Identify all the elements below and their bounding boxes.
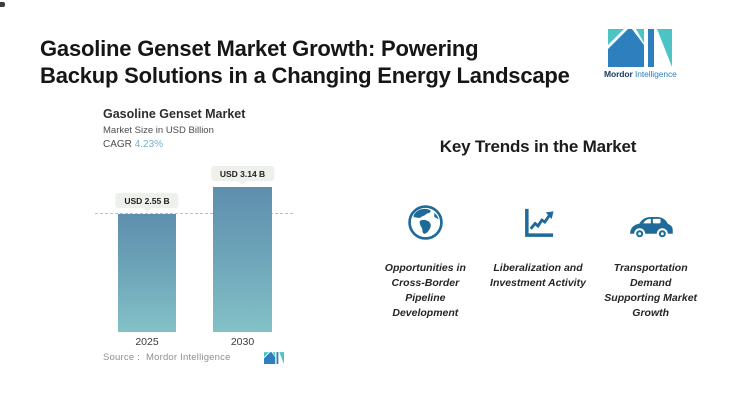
source-value: Mordor Intelligence bbox=[145, 352, 231, 363]
mordor-intelligence-logo: Mordor Intelligence bbox=[604, 29, 677, 79]
trend-item-liberalization-investment: Liberalization and Investment Activity bbox=[482, 203, 595, 321]
chart-cagr: CAGR 4.23% bbox=[103, 138, 245, 151]
brand-name-light: Intelligence bbox=[634, 69, 677, 79]
chart-source: Source : Mordor Intelligence bbox=[103, 352, 231, 363]
page-title: Gasoline Genset Market Growth: Powering … bbox=[40, 35, 640, 89]
page-title-line2: Backup Solutions in a Changing Energy La… bbox=[40, 62, 570, 88]
mordor-logo-wordmark: Mordor Intelligence bbox=[604, 69, 677, 79]
trends-row: Opportunities in Cross-Border Pipeline D… bbox=[369, 203, 707, 321]
bar-chart-plot: USD 2.55 B USD 3.14 B bbox=[95, 164, 295, 332]
trend-label: Liberalization and Investment Activity bbox=[490, 262, 586, 289]
bar-value-chip: USD 3.14 B bbox=[210, 166, 275, 185]
trend-chart-icon bbox=[521, 203, 556, 241]
x-axis-label-2025: 2025 bbox=[135, 336, 159, 348]
x-axis-label-2030: 2030 bbox=[230, 336, 255, 348]
key-trends-panel: Key Trends in the Market Opportunities i… bbox=[369, 137, 707, 321]
brand-name-bold: Mordor bbox=[604, 69, 633, 79]
reference-dashed-line bbox=[95, 213, 293, 214]
mordor-logo-mark-icon bbox=[608, 29, 672, 67]
bar-2030 bbox=[213, 187, 272, 332]
cagr-value: 4.23% bbox=[134, 139, 164, 150]
mordor-mini-logo-icon bbox=[264, 352, 284, 364]
trends-heading: Key Trends in the Market bbox=[439, 137, 637, 156]
trend-item-cross-border-pipeline: Opportunities in Cross-Border Pipeline D… bbox=[369, 203, 482, 321]
chart-subtitle: Market Size in USD Billion bbox=[103, 125, 214, 136]
bar-value-chip: USD 2.55 B bbox=[115, 193, 179, 212]
globe-icon bbox=[407, 203, 444, 241]
trend-item-transportation-demand: Transportation Demand Supporting Market … bbox=[594, 203, 707, 321]
car-icon bbox=[627, 203, 675, 241]
chip-notch bbox=[238, 181, 247, 185]
chart-header: Gasoline Genset Market Market Size in US… bbox=[103, 106, 245, 151]
cagr-label: CAGR bbox=[103, 139, 132, 150]
chart-title: Gasoline Genset Market bbox=[103, 107, 246, 121]
trend-label: Transportation Demand Supporting Market … bbox=[604, 262, 698, 319]
source-label: Source : bbox=[103, 352, 140, 363]
chip-notch bbox=[142, 208, 151, 212]
bar-group-2025: USD 2.55 B bbox=[115, 164, 179, 332]
x-axis-labels: 2025 2030 bbox=[95, 336, 295, 350]
bar-group-2030: USD 3.14 B bbox=[210, 164, 275, 332]
page-title-line1: Gasoline Genset Market Growth: Powering bbox=[40, 35, 479, 61]
screen-corner-artifact bbox=[0, 2, 5, 7]
trend-label: Opportunities in Cross-Border Pipeline D… bbox=[384, 262, 466, 319]
bar-2025 bbox=[118, 214, 176, 332]
